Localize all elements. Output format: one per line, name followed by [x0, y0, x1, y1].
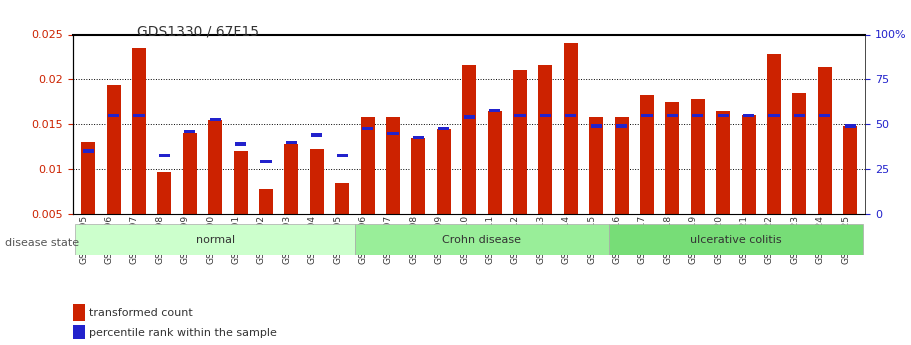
Bar [513, 70, 527, 214]
Bar [412, 138, 425, 214]
Bar [362, 127, 374, 130]
Bar [159, 154, 170, 157]
Bar [640, 95, 654, 214]
Bar [233, 151, 248, 214]
Bar [768, 114, 780, 117]
Bar [818, 67, 832, 214]
Bar [259, 189, 273, 214]
Bar [386, 117, 400, 214]
Bar [183, 133, 197, 214]
FancyBboxPatch shape [609, 224, 863, 255]
Bar [235, 142, 246, 146]
Bar [387, 131, 398, 135]
FancyBboxPatch shape [355, 224, 609, 255]
Bar [767, 54, 781, 214]
Bar [665, 102, 680, 214]
Bar [81, 142, 95, 214]
Bar [438, 127, 449, 130]
Bar [284, 144, 298, 214]
Text: Crohn disease: Crohn disease [443, 235, 521, 245]
Bar [793, 114, 805, 117]
Bar [615, 117, 629, 214]
Bar [538, 65, 552, 214]
Bar [286, 140, 297, 144]
Bar [667, 114, 678, 117]
Bar [515, 114, 526, 117]
Bar [158, 172, 171, 214]
Bar [336, 154, 348, 157]
Bar [312, 134, 322, 137]
Bar [844, 125, 855, 128]
Bar [590, 125, 602, 128]
Bar [132, 48, 146, 214]
Bar [716, 111, 731, 214]
Text: disease state: disease state [5, 238, 82, 248]
Bar [692, 114, 703, 117]
Bar [83, 149, 94, 153]
Bar [487, 111, 502, 214]
Bar [565, 114, 577, 117]
Bar [107, 85, 120, 214]
Bar [107, 114, 119, 117]
Bar [742, 115, 755, 214]
Bar [589, 117, 603, 214]
Bar [462, 65, 476, 214]
Bar [310, 149, 323, 214]
Bar [641, 114, 652, 117]
Bar [133, 114, 145, 117]
Text: GDS1330 / 67F15: GDS1330 / 67F15 [137, 24, 259, 38]
Bar [616, 125, 627, 128]
Bar [73, 325, 85, 339]
Text: normal: normal [196, 235, 235, 245]
Bar [361, 117, 374, 214]
Text: ulcerative colitis: ulcerative colitis [691, 235, 782, 245]
Bar [184, 130, 195, 133]
Bar [413, 136, 424, 139]
Bar [743, 114, 754, 117]
Bar [718, 114, 729, 117]
Bar [335, 183, 349, 214]
FancyBboxPatch shape [76, 224, 355, 255]
Bar [489, 109, 500, 112]
Bar [436, 129, 451, 214]
Bar [819, 114, 831, 117]
Bar [464, 116, 475, 119]
Bar [691, 99, 705, 214]
Text: percentile rank within the sample: percentile rank within the sample [88, 328, 277, 338]
Bar [844, 126, 857, 214]
Bar [208, 120, 222, 214]
Bar [540, 114, 551, 117]
Bar [793, 93, 806, 214]
Bar [210, 118, 220, 121]
Text: transformed count: transformed count [88, 308, 192, 317]
Bar [564, 43, 578, 214]
Bar [261, 160, 271, 164]
Bar [73, 304, 85, 321]
